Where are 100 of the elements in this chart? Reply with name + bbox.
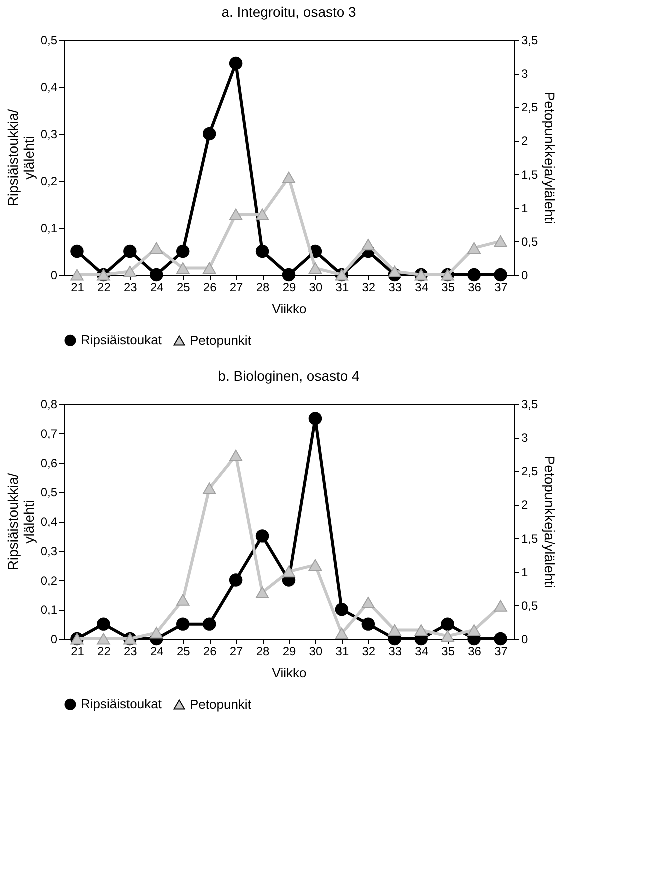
- point: [335, 628, 349, 640]
- y2-tick-label: 2,5: [522, 100, 539, 115]
- x-tick-label: 36: [468, 644, 482, 658]
- point: [97, 618, 110, 631]
- x-tick-label: 21: [71, 644, 85, 658]
- legend-label: Petopunkit: [190, 696, 252, 712]
- x-tick-label: 30: [309, 644, 323, 658]
- point: [256, 530, 270, 543]
- point: [176, 594, 190, 606]
- x-tick-label: 35: [442, 644, 456, 658]
- y-tick-label: 0,2: [40, 174, 58, 188]
- point: [308, 559, 322, 571]
- x-tick-label: 27: [230, 280, 244, 294]
- point: [256, 244, 270, 258]
- point: [176, 244, 190, 258]
- x-tick-label: 33: [388, 644, 402, 658]
- point: [176, 262, 190, 274]
- point: [494, 632, 508, 646]
- x-tick-label: 36: [468, 280, 482, 294]
- point: [468, 268, 481, 282]
- y-tick-label: 0,5: [40, 486, 58, 500]
- point: [202, 482, 216, 494]
- y-tick-label: 0: [50, 268, 58, 282]
- y2-tick-label: 3,5: [522, 34, 539, 48]
- y2-tick-label: 0,5: [522, 598, 539, 613]
- x-tick-label: 32: [362, 644, 376, 658]
- point: [202, 618, 216, 631]
- y2-tick-label: 3: [522, 67, 528, 82]
- x-tick-label: 26: [203, 280, 218, 294]
- point: [282, 172, 296, 184]
- point: [282, 566, 296, 578]
- y2-tick-label: 3,5: [522, 398, 539, 412]
- x-tick-label: 34: [415, 280, 429, 294]
- x-tick-label: 22: [98, 280, 112, 294]
- x-tick-label: 23: [124, 644, 138, 658]
- point: [229, 574, 243, 587]
- point: [229, 450, 243, 462]
- y2-axis-title: Petopunkkeja/ylälehti: [542, 456, 558, 588]
- y-tick-label: 0: [50, 632, 58, 646]
- y-tick-label: 0,3: [40, 544, 58, 558]
- y-tick-label: 0,2: [40, 574, 58, 588]
- y-tick-label: 0,5: [40, 34, 58, 48]
- point: [282, 268, 296, 282]
- point: [308, 412, 322, 426]
- y2-tick-label: 0,5: [522, 234, 539, 249]
- point: [150, 242, 164, 254]
- point: [441, 618, 454, 631]
- y2-tick-label: 1,5: [522, 168, 539, 182]
- x-tick-label: 29: [282, 280, 296, 294]
- point: [256, 208, 270, 220]
- point: [70, 244, 84, 258]
- point: [362, 238, 376, 251]
- x-tick-label: 35: [442, 280, 456, 294]
- y2-tick-label: 3: [522, 431, 528, 446]
- y-tick-label: 0,4: [40, 80, 58, 94]
- point: [494, 600, 508, 612]
- point: [468, 242, 481, 254]
- legend-label: Ripsiäistoukat: [81, 332, 162, 348]
- y-tick-label: 0,7: [40, 426, 58, 441]
- point: [202, 127, 216, 141]
- legend-label: Ripsiäistoukat: [81, 696, 162, 712]
- point: [414, 624, 428, 636]
- point: [441, 630, 454, 642]
- x-tick-label: 29: [282, 644, 296, 658]
- x-tick-label: 23: [124, 280, 138, 294]
- y-tick-label: 0,4: [40, 515, 58, 529]
- chart-title: b. Biologinen, osasto 4: [218, 368, 360, 384]
- point: [229, 56, 243, 70]
- y2-tick-label: 1: [522, 201, 528, 216]
- y2-tick-label: 2: [522, 498, 528, 512]
- point: [468, 624, 481, 636]
- point: [124, 244, 137, 258]
- y-tick-label: 0,1: [40, 222, 58, 236]
- x-tick-label: 37: [494, 644, 508, 658]
- x-axis-title: Viikko: [272, 302, 307, 316]
- y-tick-label: 0,6: [40, 456, 58, 470]
- y-tick-label: 0,3: [40, 128, 58, 142]
- point: [362, 596, 376, 609]
- x-tick-label: 25: [176, 644, 191, 658]
- y-axis-title: Ripsiäistoukkia/ ylälehti: [4, 473, 37, 571]
- y2-tick-label: 0: [522, 632, 528, 646]
- x-tick-label: 30: [309, 280, 323, 294]
- point: [308, 262, 322, 274]
- point: [256, 586, 270, 598]
- point: [176, 618, 190, 631]
- x-tick-label: 32: [362, 280, 376, 294]
- point: [335, 603, 349, 616]
- x-tick-label: 21: [71, 280, 85, 294]
- point: [362, 618, 376, 631]
- point: [494, 236, 508, 248]
- point: [202, 262, 216, 274]
- x-tick-label: 28: [256, 280, 270, 294]
- x-tick-label: 28: [256, 644, 270, 658]
- x-tick-label: 37: [494, 280, 508, 294]
- point: [229, 208, 243, 220]
- x-tick-label: 31: [336, 644, 350, 658]
- point: [388, 624, 402, 636]
- point: [388, 266, 402, 278]
- x-tick-label: 31: [336, 280, 350, 294]
- point: [124, 266, 137, 278]
